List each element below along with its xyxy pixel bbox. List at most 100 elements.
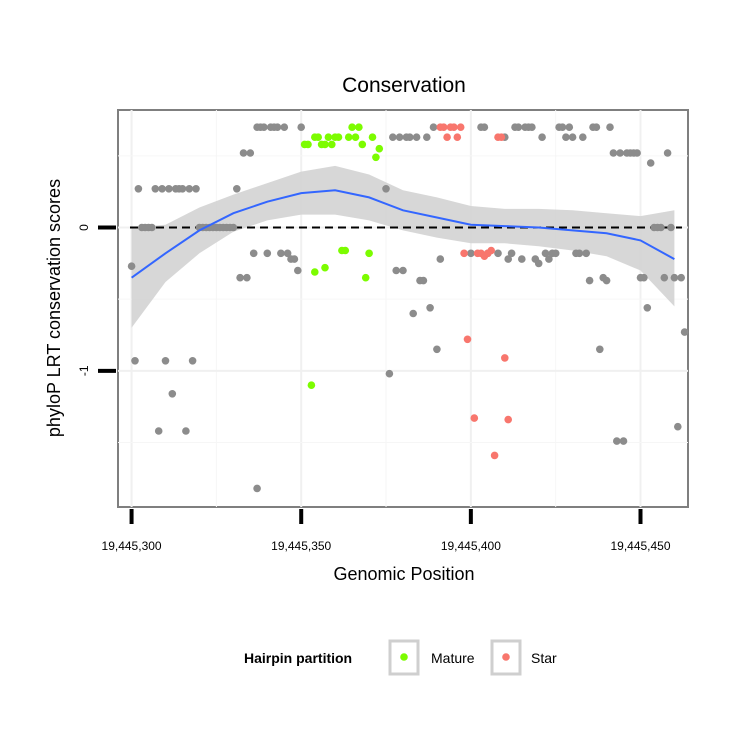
data-point-mature [372,153,380,162]
data-point-mature [361,273,370,282]
data-point-other [406,133,414,141]
data-point-other [151,185,160,193]
data-point-mature [328,140,336,149]
data-point-star [463,335,472,344]
data-point-mature [365,249,373,258]
data-point-other [633,149,641,157]
data-point-star [504,415,512,424]
data-point-other [507,249,516,258]
data-point-other [657,223,665,232]
data-point-other [568,133,577,141]
data-point-mature [358,140,367,149]
data-point-other [263,249,272,258]
data-point-other [467,249,475,258]
data-point-other [192,185,200,193]
data-point-other [385,369,394,378]
data-point-mature [351,133,360,141]
data-point-other [596,345,604,354]
data-point-other [562,133,570,141]
data-point-mature [321,140,329,149]
data-point-other [389,133,397,141]
legend: Hairpin partition Mature Star [244,639,557,676]
y-tick-label: 0 [77,224,91,231]
data-point-other [480,123,489,131]
data-point-other [273,123,282,131]
y-axis-title: phyloP LRT conservation scores [44,179,64,437]
data-point-star [439,123,448,131]
data-point-star [497,133,506,141]
data-point-other [538,133,546,141]
data-point-other [131,357,139,365]
legend-label-star: Star [531,650,557,666]
x-tick-label: 19,445,450 [610,539,670,553]
data-point-mature [314,133,323,141]
data-point-other [680,328,689,336]
data-point-other [551,249,560,258]
data-point-other [178,185,187,193]
data-point-other [541,249,550,258]
y-tick-label: -1 [77,365,91,376]
data-point-other [518,255,526,263]
data-point-other [253,484,261,493]
data-point-other [606,123,614,131]
data-point-other [643,304,652,312]
data-point-other [663,149,672,157]
data-point-other [412,133,421,141]
data-point-other [409,309,418,318]
chart-title: Conservation [342,74,466,97]
data-point-mature [304,140,312,149]
data-point-other [239,149,248,157]
data-point-star [470,414,479,422]
data-point-star [453,133,462,141]
data-point-mature [348,123,356,131]
confidence-ribbon [131,165,675,328]
data-point-other [419,276,428,285]
data-point-other [294,266,302,275]
data-point-other [514,123,523,131]
data-point-other [246,149,255,157]
legend-label-mature: Mature [431,650,475,666]
data-point-mature [344,133,353,141]
data-point-mature [375,144,384,153]
data-point-mature [368,133,377,141]
data-point-other [609,149,618,157]
data-point-other [534,259,543,268]
data-point-other [249,249,258,258]
data-point-other [233,185,241,193]
data-point-mature [321,263,329,272]
data-point-other [127,262,136,271]
data-point-other [565,123,574,131]
data-point-other [429,123,438,131]
data-point-mature [311,268,319,276]
data-point-other [436,255,445,263]
data-point-other [592,123,601,131]
data-point-other [619,437,628,445]
data-point-other [134,185,143,193]
data-point-star [490,451,499,460]
data-point-other [545,255,553,263]
data-point-other [585,276,594,285]
data-points-layer [127,123,689,493]
x-axis-title: Genomic Position [333,564,474,584]
data-point-other [674,422,682,431]
data-point-other [613,437,621,445]
data-point-mature [307,381,316,390]
data-point-mature [334,133,343,141]
data-point-other [602,276,611,285]
legend-dot-star [502,653,510,661]
data-point-other [283,249,292,258]
data-point-other [640,273,648,282]
data-point-other [290,255,299,263]
data-point-other [426,304,434,312]
data-point-star [450,123,458,131]
data-point-star [443,133,451,141]
data-point-other [165,185,173,193]
data-point-other [185,185,194,193]
x-tick-label: 19,445,300 [102,539,162,553]
data-point-other [229,223,238,232]
data-point-other [392,266,401,275]
data-point-other [158,185,166,193]
data-point-other [504,255,512,263]
legend-title: Hairpin partition [244,650,352,666]
